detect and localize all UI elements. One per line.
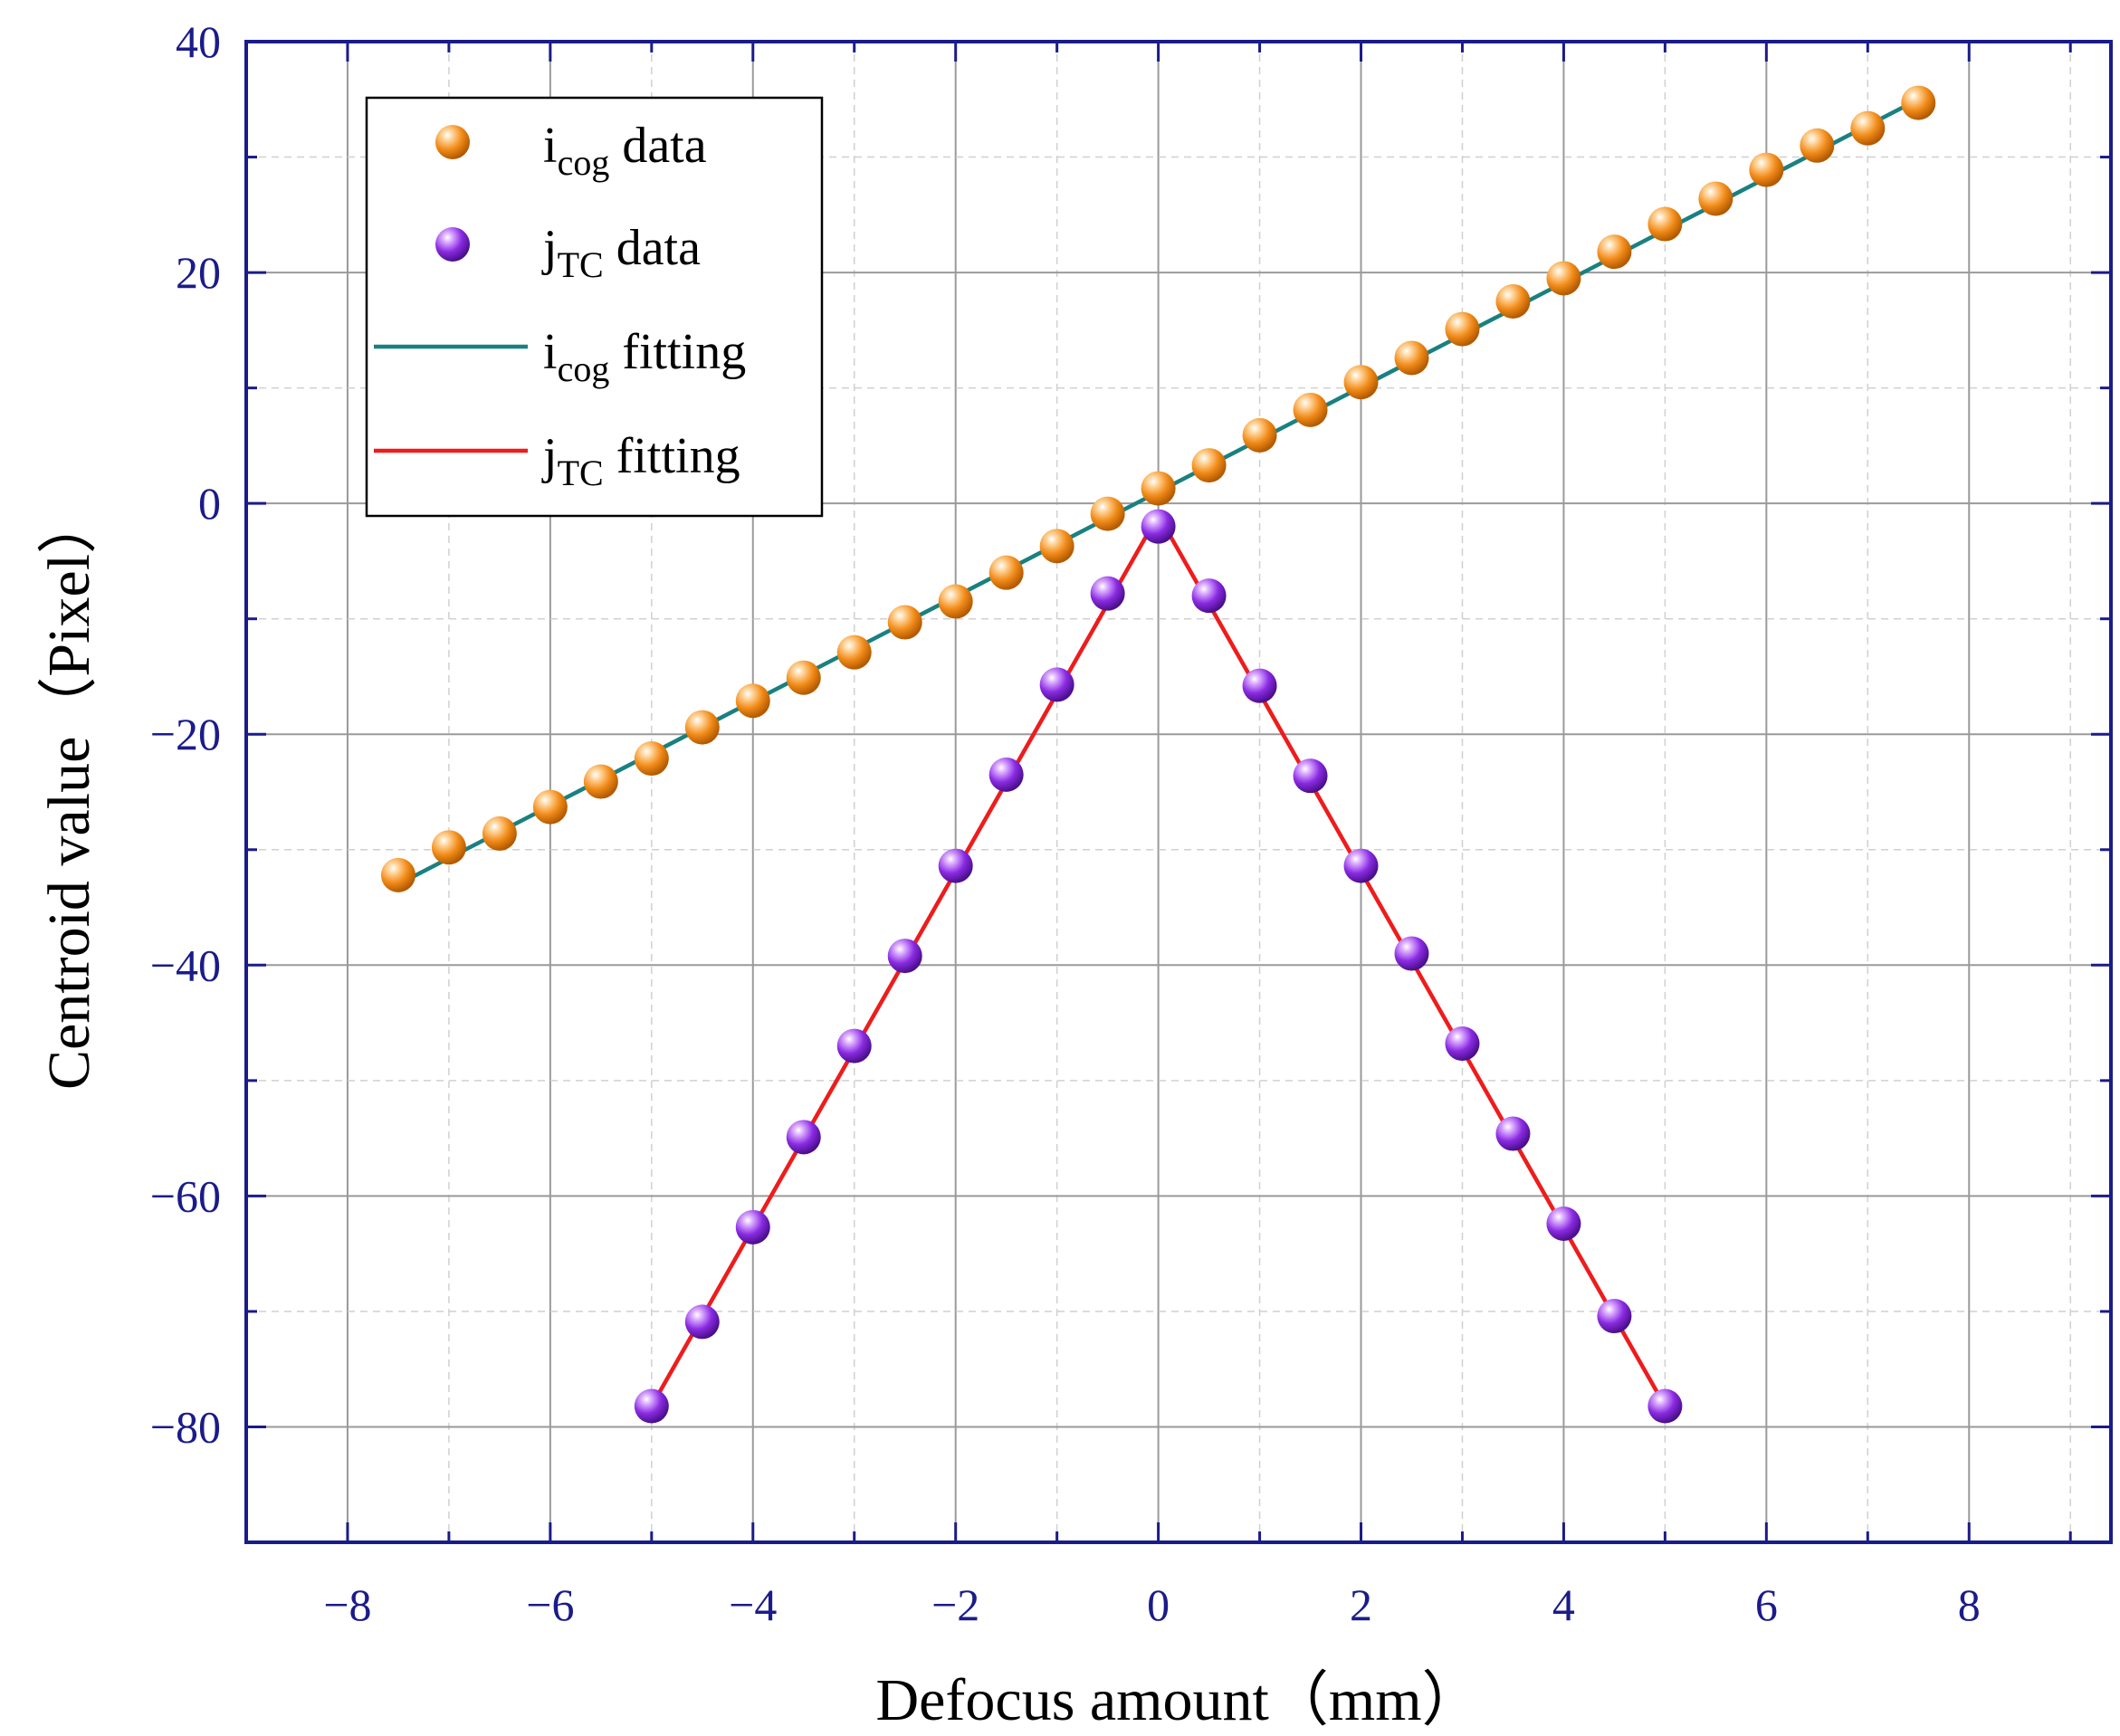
grid: [246, 42, 2111, 1542]
icog-data-point: [1191, 448, 1227, 483]
icog-data-point: [482, 816, 517, 851]
jtc-data-point: [1495, 1116, 1531, 1151]
icog-data-point: [1039, 529, 1074, 564]
icog-data-point: [583, 764, 618, 799]
legend-marker-icog-data: [435, 125, 470, 159]
x-tick-label: −4: [729, 1579, 777, 1630]
icog-data-point: [1445, 311, 1480, 347]
icog-data-point: [1242, 417, 1277, 453]
icog-data-point: [634, 741, 669, 777]
legend-label-icog-fitting: icog fitting: [543, 324, 746, 389]
jtc-data-point: [735, 1209, 770, 1245]
x-tick-label: 4: [1552, 1579, 1575, 1630]
y-tick-label: 0: [198, 478, 221, 529]
icog-data-point: [1141, 471, 1176, 506]
legend-label-jtc-fitting: jTC fitting: [541, 428, 740, 493]
icog-data-point: [1495, 283, 1531, 319]
icog-data-point: [1850, 110, 1886, 146]
icog-data-point: [532, 789, 568, 825]
icog-data-point: [1647, 206, 1683, 242]
jtc-data-point: [1242, 668, 1277, 703]
icog-data-point: [1546, 261, 1581, 296]
jtc-data-point: [988, 757, 1024, 792]
x-axis-title: Defocus amount（mm）: [875, 1667, 1481, 1733]
jtc-data-point: [938, 848, 973, 883]
y-tick-label: −60: [150, 1170, 221, 1221]
y-tick-label: −20: [150, 709, 221, 759]
jtc-data-point: [634, 1388, 669, 1424]
icog-data-point: [1343, 365, 1379, 400]
y-tick-label: −40: [150, 940, 221, 990]
icog-data-point: [1090, 496, 1125, 531]
jtc-data-point: [1546, 1206, 1581, 1241]
icog-data-point: [684, 710, 720, 745]
icog-data-point: [988, 555, 1024, 590]
x-tick-label: −2: [931, 1579, 979, 1630]
y-tick-label: 40: [176, 16, 221, 67]
legend-marker-jtc-data: [435, 227, 470, 262]
icog-data-point: [1293, 392, 1328, 427]
icog-data-point: [380, 857, 415, 892]
jtc-data-point: [1647, 1388, 1683, 1424]
legend-box: [365, 96, 824, 518]
jtc-data-point: [1293, 758, 1328, 794]
jtc-data-point: [786, 1120, 821, 1155]
y-tick-label: 20: [176, 247, 221, 298]
jtc-data-point: [1597, 1299, 1632, 1334]
jtc-data-point: [684, 1304, 720, 1340]
plot-series: [380, 85, 1936, 1424]
jtc-data-point: [1141, 509, 1176, 544]
plot-frame: [244, 40, 2113, 1544]
jtc-data-point: [1394, 936, 1429, 971]
y-axis-title: Centroid value（Pixel）: [36, 494, 102, 1090]
x-tick-label: 6: [1755, 1579, 1778, 1630]
jtc-data-point: [1445, 1026, 1480, 1062]
icog-data-point: [1800, 128, 1835, 163]
x-tick-label: −8: [323, 1579, 371, 1630]
jtc-data-point: [887, 939, 922, 974]
legend: icog data jTC data icog fitting jTC fitting: [365, 96, 824, 518]
icog-data-point: [1698, 181, 1733, 216]
jtc-data-point: [836, 1028, 872, 1064]
icog-data-point: [431, 830, 466, 865]
icog-data-point: [836, 634, 872, 670]
icog-data-point: [1394, 340, 1429, 376]
icog-data-point: [1597, 234, 1632, 270]
legend-label-jtc-data: jTC data: [541, 220, 701, 285]
x-tick-label: −6: [526, 1579, 574, 1630]
icog-data-point: [938, 584, 973, 619]
x-tick-label: 2: [1350, 1579, 1372, 1630]
icog-data-point: [887, 605, 922, 640]
legend-label-icog-data: icog data: [543, 118, 707, 183]
x-tick-label: 8: [1958, 1579, 1981, 1630]
x-tick-label: 0: [1147, 1579, 1170, 1630]
icog-data-point: [735, 683, 770, 719]
jtc-data-point: [1039, 667, 1074, 702]
jtc-data-point: [1090, 576, 1125, 611]
jtc-data-point: [1343, 848, 1379, 883]
icog-data-point: [1749, 152, 1784, 187]
y-tick-label: −80: [150, 1401, 221, 1452]
icog-data-point: [1901, 85, 1936, 120]
jtc-data-point: [1191, 578, 1227, 614]
icog-data-point: [786, 660, 821, 695]
